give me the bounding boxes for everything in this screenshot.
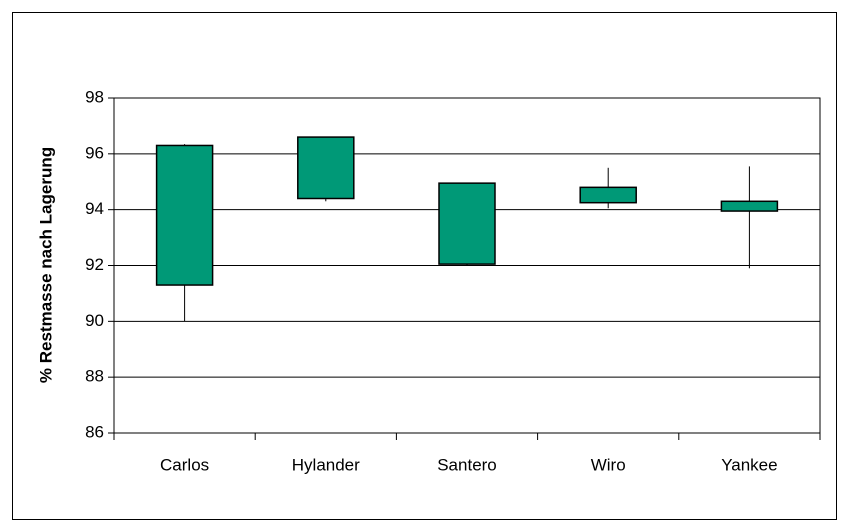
- x-tick-label: Wiro: [591, 455, 626, 474]
- x-tick-label: Hylander: [292, 455, 360, 474]
- box: [720, 200, 779, 212]
- y-tick-label: 90: [85, 311, 104, 330]
- y-tick-label: 88: [85, 367, 104, 386]
- box: [297, 136, 355, 200]
- y-tick-label: 92: [85, 255, 104, 274]
- box: [579, 186, 637, 204]
- y-tick-label: 96: [85, 143, 104, 162]
- x-tick-label: Yankee: [721, 455, 777, 474]
- x-tick-label: Santero: [437, 455, 497, 474]
- plot-area: [113, 97, 821, 434]
- box: [438, 182, 496, 265]
- y-tick-label: 86: [85, 422, 104, 441]
- y-axis-label: % Restmasse nach Lagerung: [36, 147, 55, 383]
- box: [155, 144, 214, 286]
- y-tick-label: 98: [85, 87, 104, 106]
- x-tick-label: Carlos: [160, 455, 209, 474]
- y-tick-label: 94: [85, 199, 104, 218]
